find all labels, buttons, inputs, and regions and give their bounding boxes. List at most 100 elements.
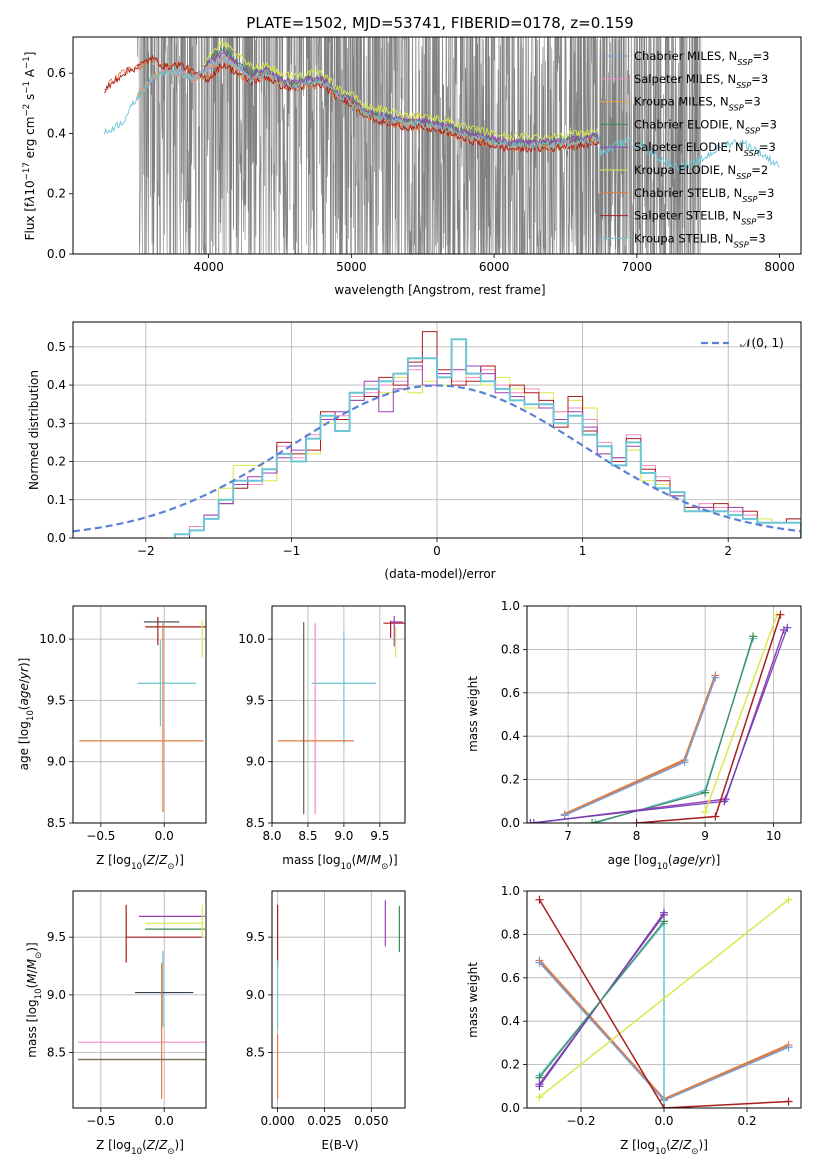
x-tick-label: −0.5 xyxy=(86,829,115,843)
axes-frame xyxy=(72,605,207,824)
legend-entry: Kroupa MILES, NSSP=3 xyxy=(634,95,761,113)
y-tick-label: 0.0 xyxy=(501,816,520,830)
y-tick-label: 0.4 xyxy=(47,378,66,392)
y-tick-label: 1.0 xyxy=(501,599,520,613)
y-axis-label: mass weight xyxy=(466,962,480,1038)
y-axis-label: Normed distribution xyxy=(27,370,41,490)
legend-entry: Salpeter STELIB, NSSP=3 xyxy=(634,209,773,227)
y-tick-label: 9.5 xyxy=(246,930,265,944)
y-tick-label: 0.1 xyxy=(47,493,66,507)
mass-weight-vs-metallicity-panel: −0.2 0.0 0.2 0.0 0.2 0.4 0.6 0.8 1.0 xyxy=(501,884,802,1128)
weight-line-5 xyxy=(539,921,665,1078)
y-tick-label: 0.0 xyxy=(47,247,66,261)
weight-line-6 xyxy=(539,899,789,1098)
legend-entry: Kroupa ELODIE, NSSP=2 xyxy=(634,163,768,181)
axes-frame xyxy=(72,36,802,255)
x-axis-label: Z [log10(Z/Z⊙)] xyxy=(96,1138,184,1157)
y-tick-label: 0.4 xyxy=(501,729,520,743)
y-tick-label: 0.6 xyxy=(47,66,66,80)
legend-entry: Salpeter ELODIE, NSSP=3 xyxy=(634,140,776,158)
y-tick-label: 0.0 xyxy=(47,531,66,545)
y-axis-label: mass [log10(M/M⊙)] xyxy=(25,942,44,1057)
plot-area xyxy=(79,617,206,812)
y-tick-label: 9.5 xyxy=(47,930,66,944)
y-tick-label: 9.0 xyxy=(246,988,265,1002)
mass-vs-extinction-panel: 0.000 0.025 0.050 8.5 9.0 9.5 xyxy=(246,890,406,1128)
weight-marker xyxy=(660,1104,668,1108)
x-tick-label: 8 xyxy=(633,829,641,843)
weight-marker xyxy=(720,797,729,806)
plot-area xyxy=(103,37,780,254)
x-tick-label: −2 xyxy=(137,544,155,558)
y-tick-label: 1.0 xyxy=(501,884,520,898)
x-tick-label: 0.0 xyxy=(654,1114,673,1128)
histogram-step-4 xyxy=(173,338,801,538)
weight-marker xyxy=(749,632,758,641)
x-tick-label: 2 xyxy=(724,544,732,558)
mass-weight-vs-age-panel: 7 8 9 10 0.0 0.2 0.4 0.6 0.8 1.0 xyxy=(501,599,802,843)
weight-line-3 xyxy=(591,636,754,823)
weight-marker xyxy=(776,610,785,619)
x-tick-label: 6000 xyxy=(479,260,510,274)
axes-frame xyxy=(526,605,802,824)
weight-marker xyxy=(560,811,569,820)
x-tick-label: 0.0 xyxy=(155,1114,174,1128)
weight-marker xyxy=(527,819,535,823)
axes-frame xyxy=(72,890,207,1109)
weight-line-7 xyxy=(636,614,782,823)
legend: 𝒩(0, 1) xyxy=(701,336,784,350)
x-axis-label: age [log10(age/yr)] xyxy=(608,853,721,872)
age-vs-mass-panel: 8.0 8.5 9.0 9.58.59.09.510.0 xyxy=(238,605,406,843)
plot-area xyxy=(78,904,206,1099)
x-tick-label: 5000 xyxy=(336,260,367,274)
observed-spectrum xyxy=(137,37,702,254)
y-tick-label: 8.5 xyxy=(246,1046,265,1060)
weight-marker xyxy=(784,1097,793,1106)
x-tick-label: −1 xyxy=(283,544,301,558)
x-axis-label: Z [log10(Z/Z⊙)] xyxy=(620,1138,708,1157)
x-tick-label: 9.0 xyxy=(334,829,353,843)
x-tick-label: 7 xyxy=(564,829,572,843)
x-tick-label: 0.025 xyxy=(307,1114,341,1128)
x-tick-label: 7000 xyxy=(622,260,653,274)
weight-marker xyxy=(680,758,689,767)
weight-marker xyxy=(535,895,544,904)
weight-marker xyxy=(529,819,538,823)
x-axis-label: wavelength [Angstrom, rest frame] xyxy=(334,283,545,297)
y-tick-label: 0.4 xyxy=(47,126,66,140)
x-tick-label: 0.000 xyxy=(260,1114,294,1128)
axes-frame xyxy=(271,890,406,1109)
y-axis-label: mass weight xyxy=(466,676,480,752)
legend-entry: Chabrier MILES, NSSP=3 xyxy=(634,49,769,67)
y-tick-label: 0.5 xyxy=(47,340,66,354)
x-tick-label: 4000 xyxy=(193,260,224,274)
y-tick-label: 0.2 xyxy=(47,455,66,469)
plot-area xyxy=(277,900,400,1099)
y-tick-label: 0.8 xyxy=(501,927,520,941)
plot-area xyxy=(535,895,793,1108)
x-axis-label: (data-model)/error xyxy=(384,567,495,581)
weight-line-2 xyxy=(595,638,754,823)
spectrum-panel: 4000 5000 6000 7000 8000 0.0 0.2 0.4 0.6 xyxy=(47,36,802,274)
histogram-step-0 xyxy=(174,373,801,538)
x-tick-label: 0.050 xyxy=(354,1114,388,1128)
weight-marker xyxy=(783,623,792,632)
plot-area xyxy=(73,331,801,538)
weight-marker xyxy=(591,819,600,823)
y-tick-label: 0.8 xyxy=(501,642,520,656)
y-tick-label: 0.2 xyxy=(501,773,520,787)
weight-marker xyxy=(784,895,793,904)
y-tick-label: 9.0 xyxy=(47,988,66,1002)
y-tick-label: 8.5 xyxy=(47,1046,66,1060)
x-tick-label: 8.5 xyxy=(298,829,317,843)
y-tick-label: 8.5 xyxy=(47,816,66,830)
legend-entry: Salpeter MILES, NSSP=3 xyxy=(634,72,768,90)
y-tick-label: 0.0 xyxy=(501,1101,520,1115)
legend-entry: Chabrier STELIB, NSSP=3 xyxy=(634,186,774,204)
x-axis-label: E(B-V) xyxy=(321,1138,358,1152)
y-tick-label: 0.6 xyxy=(501,686,520,700)
y-tick-label: 0.2 xyxy=(47,187,66,201)
y-axis-label: age [log10(age/yr)] xyxy=(17,658,36,771)
x-axis-label: mass [log10(M/M⊙)] xyxy=(282,853,397,872)
residual-histogram-panel: −2 −1 0 1 2 0.0 0.1 0.2 0.3 0.4 0.5 xyxy=(47,321,802,558)
